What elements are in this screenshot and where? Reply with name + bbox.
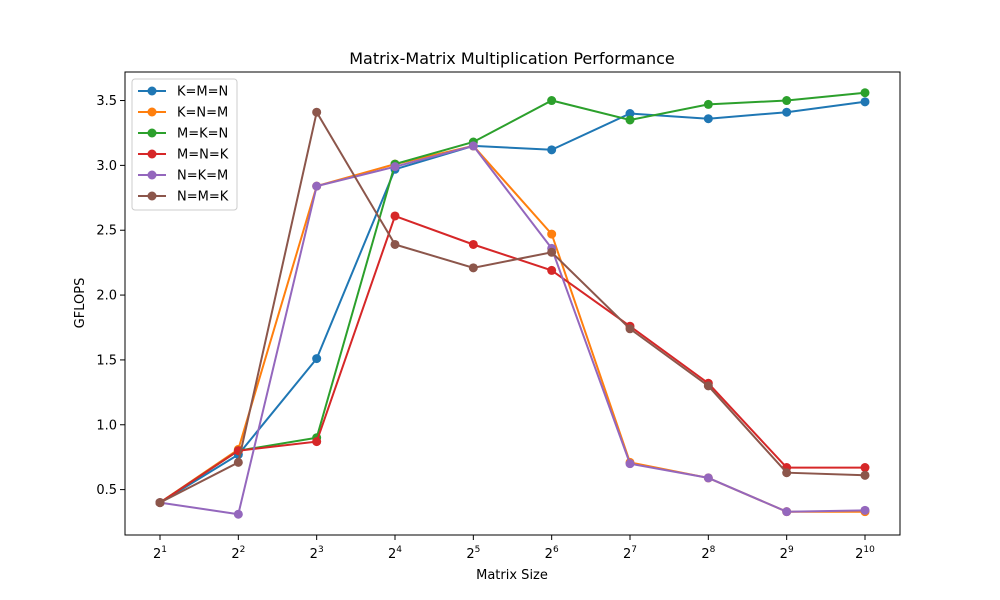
data-point: [782, 468, 792, 478]
data-point: [547, 247, 557, 257]
x-tick-label: 24: [388, 545, 402, 562]
data-point: [468, 263, 478, 273]
legend-item: M=N=K: [138, 148, 229, 163]
series-line: [159, 214, 865, 504]
data-point: [468, 141, 478, 151]
data-point: [155, 498, 165, 508]
legend-item: M=K=N: [138, 127, 228, 142]
legend-label: K=N=M: [177, 106, 228, 121]
legend-label: N=M=K: [177, 190, 229, 205]
data-point: [312, 437, 322, 447]
y-axis: 0.5 1.0 1.5 2.0 2.5 3.0 3.5: [96, 94, 125, 498]
x-axis-title: Matrix Size: [476, 568, 548, 583]
data-point: [312, 354, 322, 364]
series-line: [159, 91, 866, 504]
data-point: [860, 470, 870, 480]
series-line: [159, 100, 866, 504]
y-tick-label: 0.5: [96, 483, 117, 498]
y-tick-label: 3.5: [96, 94, 117, 109]
legend-item: K=N=M: [138, 106, 228, 121]
series-N=K=M: [155, 141, 870, 519]
legend-swatch-marker: [147, 170, 157, 180]
legend-label: M=N=K: [177, 148, 229, 163]
x-tick-label: 26: [545, 545, 559, 562]
legend-label: K=M=N: [177, 85, 228, 100]
x-tick-label: 210: [855, 545, 875, 562]
data-point: [547, 265, 557, 275]
legend-label: N=K=M: [177, 169, 228, 184]
legend-label: M=K=N: [177, 127, 228, 142]
legend: K=M=N K=N=M M=K=N M=N=K N=K=M N=M=K: [131, 78, 238, 211]
data-point: [233, 509, 243, 519]
legend-swatch-marker: [147, 107, 157, 117]
data-point: [782, 507, 792, 517]
series-layer: [155, 88, 870, 519]
data-point: [468, 239, 478, 249]
data-point: [782, 107, 792, 117]
series-line: [159, 144, 865, 513]
y-tick-label: 2.0: [96, 289, 117, 304]
x-tick-label: 21: [153, 545, 167, 562]
legend-item: N=K=M: [138, 169, 228, 184]
data-point: [625, 324, 635, 334]
x-tick-label: 27: [623, 545, 637, 562]
data-point: [312, 181, 322, 191]
y-tick-label: 3.0: [96, 159, 117, 174]
series-line: [159, 144, 866, 516]
data-point: [782, 96, 792, 106]
y-tick-label: 1.5: [96, 353, 117, 368]
series-N=M=K: [155, 107, 870, 508]
y-tick-label: 1.0: [96, 418, 117, 433]
x-tick-label: 29: [780, 545, 794, 562]
series-M=N=K: [155, 211, 870, 508]
x-tick-label: 23: [310, 545, 324, 562]
y-tick-label: 2.5: [96, 224, 117, 239]
data-point: [547, 96, 557, 106]
data-point: [312, 107, 322, 117]
legend-item: K=M=N: [138, 85, 228, 100]
data-point: [547, 229, 557, 239]
legend-swatch-marker: [147, 191, 157, 201]
data-point: [390, 211, 400, 221]
data-point: [703, 99, 713, 109]
x-axis: 21 22 23 24 25 26 27 28 29 210: [153, 535, 875, 562]
data-point: [860, 505, 870, 515]
data-point: [547, 145, 557, 155]
data-point: [233, 457, 243, 467]
data-point: [390, 239, 400, 249]
data-point: [703, 473, 713, 483]
x-tick-label: 25: [466, 545, 480, 562]
legend-swatch-marker: [147, 149, 157, 159]
data-point: [390, 162, 400, 172]
data-point: [625, 109, 635, 119]
x-tick-label: 22: [231, 545, 245, 562]
chart-title: Matrix-Matrix Multiplication Performance: [349, 49, 675, 68]
series-line: [159, 109, 866, 504]
data-point: [703, 381, 713, 391]
x-tick-label: 28: [701, 545, 715, 562]
legend-swatch-marker: [147, 128, 157, 138]
plot-area: [124, 71, 901, 536]
data-point: [625, 115, 635, 125]
y-axis-title: GFLOPS: [73, 278, 88, 329]
series-M=K=N: [155, 88, 870, 508]
legend-item: N=M=K: [138, 190, 229, 205]
data-point: [860, 463, 870, 473]
data-point: [860, 88, 870, 98]
data-point: [703, 114, 713, 124]
legend-swatch-marker: [147, 86, 157, 96]
data-point: [860, 97, 870, 107]
data-point: [625, 459, 635, 469]
